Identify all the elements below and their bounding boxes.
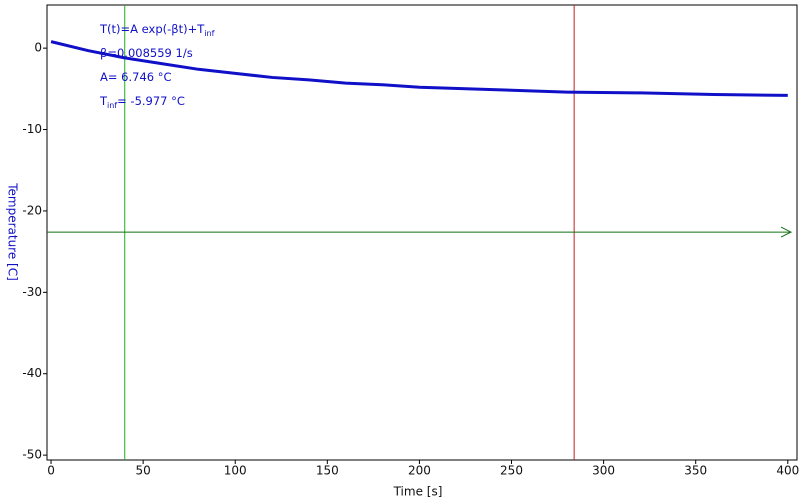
annotation-text: A= 6.746 °C [100, 70, 172, 84]
annotation: A= 6.746 °C [100, 70, 172, 84]
y-tick-label: -20 [22, 203, 42, 217]
annotation-text: β=0.008559 1/s [100, 46, 193, 60]
cursor-arrow [780, 226, 793, 238]
x-tick-label: 50 [136, 464, 151, 478]
annotation: β=0.008559 1/s [100, 46, 193, 60]
x-tick-label: 100 [224, 464, 247, 478]
annotation-sub: inf [107, 101, 117, 110]
y-tick-label: -30 [22, 285, 42, 299]
x-tick-label: 300 [592, 464, 615, 478]
x-tick-label: 350 [684, 464, 707, 478]
x-tick-label: 250 [500, 464, 523, 478]
annotation-text: T [99, 94, 108, 108]
y-tick-label: 0 [34, 41, 42, 55]
y-tick-label: -50 [22, 448, 42, 462]
annotation-rest: = -5.977 °C [117, 94, 185, 108]
annotation-text: T(t)=A exp(-βt)+T [99, 22, 205, 36]
y-tick-label: -10 [22, 122, 42, 136]
x-tick-label: 0 [47, 464, 55, 478]
x-tick-label: 200 [408, 464, 431, 478]
x-tick-label: 400 [776, 464, 799, 478]
x-tick-label: 150 [316, 464, 339, 478]
x-axis-label: Time [s] [393, 485, 443, 499]
data-line [50, 40, 788, 97]
annotation: T(t)=A exp(-βt)+Tinf [99, 22, 215, 38]
y-tick-label: -40 [22, 366, 42, 380]
annotation-sub: inf [204, 29, 214, 38]
annotation: Tinf= -5.977 °C [99, 94, 185, 110]
y-axis-label: Temperature [C] [6, 182, 20, 281]
